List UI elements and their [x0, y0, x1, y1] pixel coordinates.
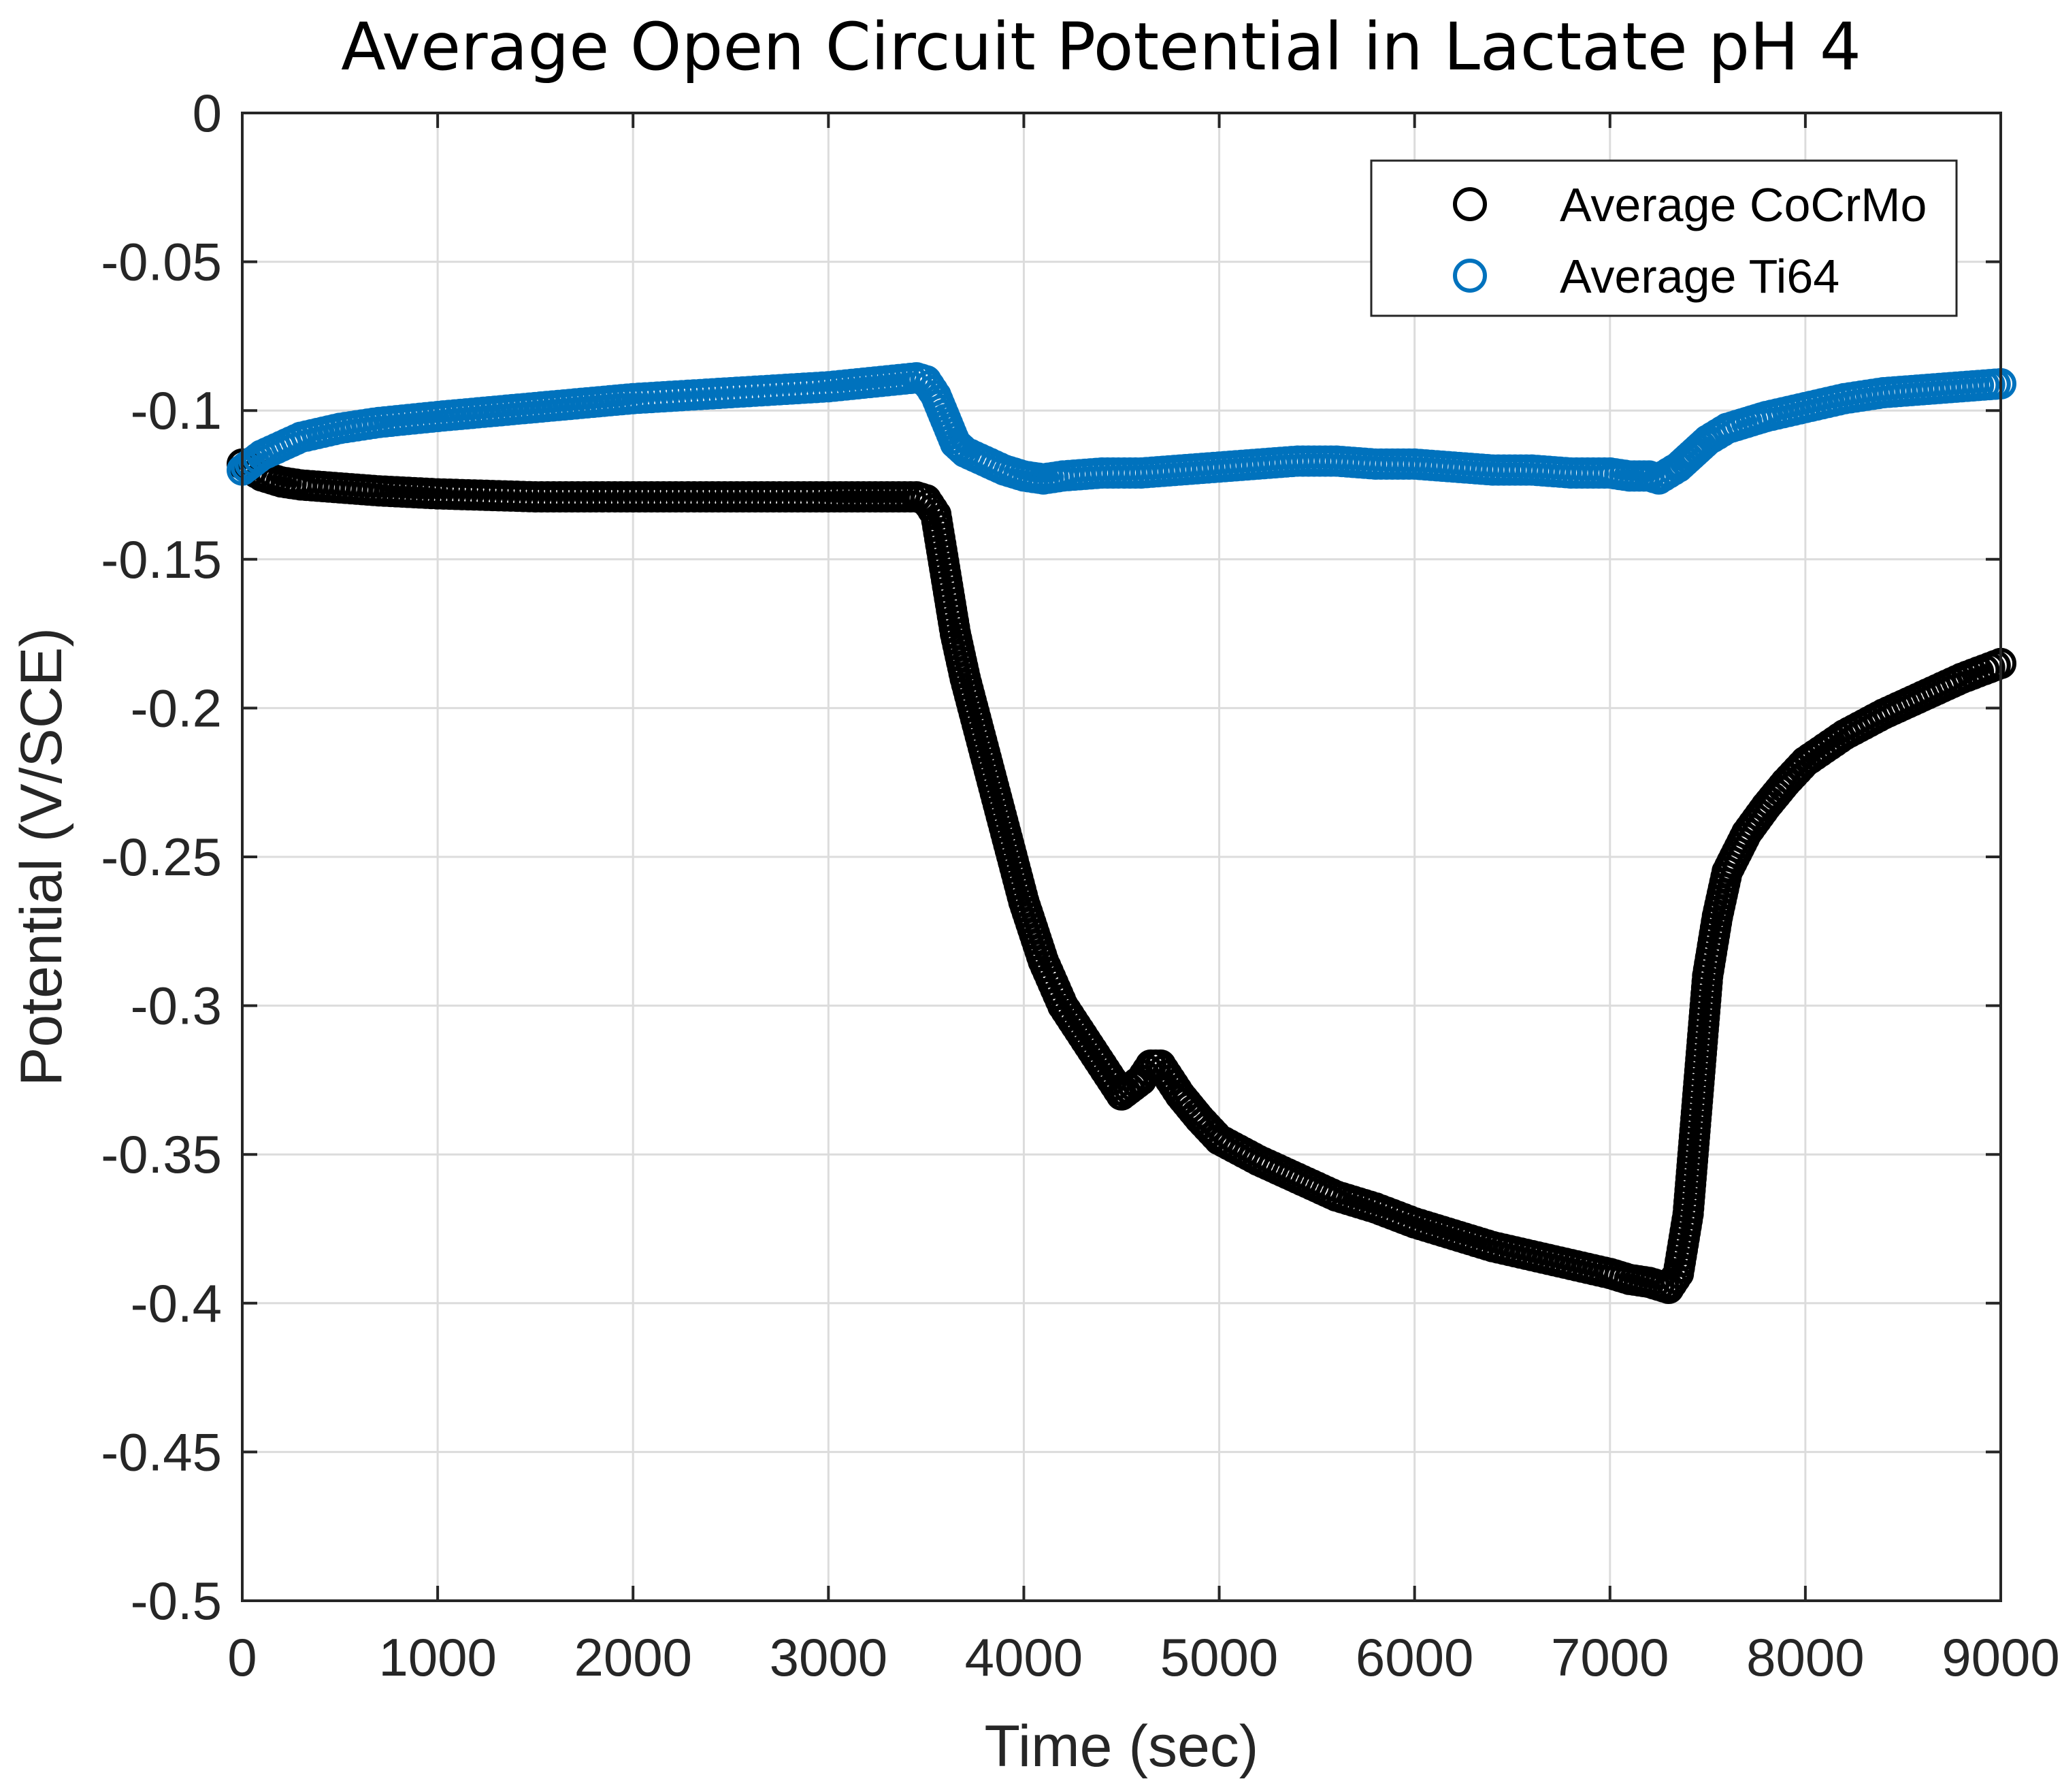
y-tick-label: -0.2 — [131, 678, 222, 738]
x-tick-label: 5000 — [1160, 1627, 1279, 1687]
series-cocrmo — [227, 448, 2016, 1304]
y-tick-label: 0 — [193, 83, 222, 143]
x-tick-label: 3000 — [770, 1627, 888, 1687]
y-tick-label: -0.1 — [131, 380, 222, 440]
y-tick-label: -0.25 — [101, 827, 222, 887]
x-tick-label: 7000 — [1551, 1627, 1669, 1687]
tick-marks-and-labels: 0 1000 2000 3000 4000 5000 6000 7000 8000 90000-0… — [101, 83, 2060, 1687]
x-tick-label: 6000 — [1356, 1627, 1474, 1687]
y-axis-label: Potential (V/SCE) — [9, 628, 74, 1086]
x-tick-label: 4000 — [965, 1627, 1083, 1687]
chart-title: Average Open Circuit Potential in Lactat… — [341, 9, 1861, 85]
series-ti64 — [227, 362, 2016, 495]
y-tick-label: -0.45 — [101, 1422, 222, 1482]
y-tick-label: -0.15 — [101, 530, 222, 589]
x-tick-label: 8000 — [1746, 1627, 1865, 1687]
legend: Average CoCrMo Average Ti64 — [1370, 159, 1958, 317]
x-axis-label: Time (sec) — [985, 1714, 1259, 1779]
legend-marker-cocrmo — [1453, 187, 1487, 221]
legend-label-cocrmo: Average CoCrMo — [1560, 178, 1927, 231]
x-tick-label: 0 — [227, 1627, 257, 1687]
data-series — [227, 362, 2016, 1304]
y-tick-label: -0.3 — [131, 976, 222, 1036]
x-tick-label: 9000 — [1942, 1627, 2060, 1687]
y-tick-label: -0.4 — [131, 1273, 222, 1333]
y-tick-label: -0.5 — [131, 1571, 222, 1631]
legend-label-ti64: Average Ti64 — [1560, 250, 1839, 303]
legend-marker-ti64 — [1453, 259, 1487, 293]
y-tick-label: -0.35 — [101, 1124, 222, 1184]
x-tick-label: 1000 — [378, 1627, 497, 1687]
x-tick-label: 2000 — [574, 1627, 692, 1687]
y-tick-label: -0.05 — [101, 232, 222, 292]
